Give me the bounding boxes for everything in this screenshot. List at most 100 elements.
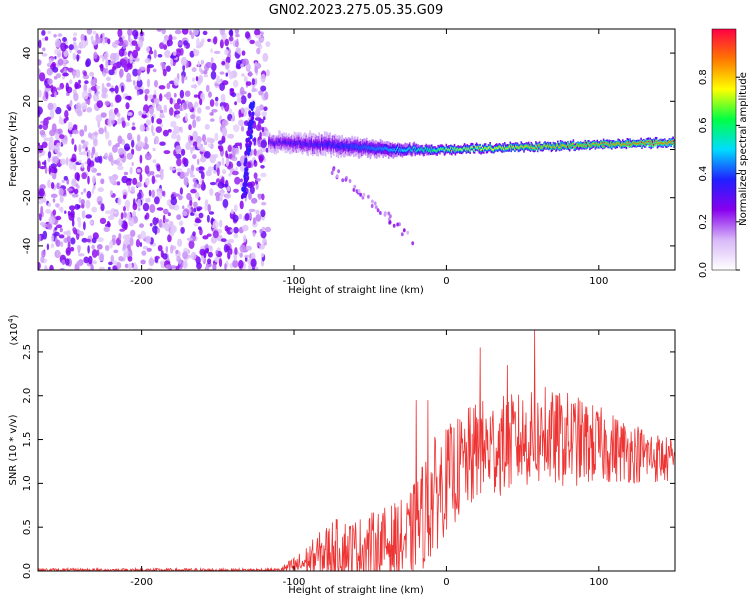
spectrogram-cell	[219, 71, 225, 75]
spectrogram-cell	[107, 139, 112, 147]
spectrogram-cell	[205, 106, 211, 110]
spectrogram-cell	[638, 142, 640, 145]
spectrogram-cell	[257, 120, 261, 130]
spectrogram-cell	[51, 234, 54, 243]
spectrogram-cell	[635, 143, 638, 145]
spectrogram-cell	[127, 132, 133, 141]
spectrogram-cell	[76, 109, 83, 117]
spectrogram-cell	[96, 90, 100, 95]
spectrogram-cell	[532, 147, 534, 149]
spectrogram-cell	[495, 147, 498, 149]
spectrogram-cell	[667, 141, 670, 144]
spectrogram-cell	[133, 198, 136, 206]
spectrogram-cell	[225, 62, 230, 70]
spectrogram-cell	[38, 160, 41, 169]
spectrogram-cell	[310, 143, 312, 147]
spectrogram-cell	[104, 245, 110, 251]
spectrogram-cell	[209, 181, 217, 186]
spectrogram-cell	[54, 91, 57, 98]
spectrogram-cell	[452, 149, 455, 151]
spectrogram-cell	[399, 149, 402, 153]
spectrogram-cell	[89, 71, 95, 77]
spectrogram-cell	[329, 141, 331, 146]
spectrogram-cell	[192, 145, 195, 151]
spectrogram-cell	[499, 145, 501, 148]
colorbar-tick-label: 0.0	[698, 262, 709, 278]
spectrogram-cell	[113, 249, 119, 254]
spectrogram-cell	[163, 44, 168, 50]
spectrogram-cell	[333, 144, 335, 148]
spectrogram-cell	[436, 150, 438, 153]
spectrogram-cell	[249, 134, 253, 140]
spectrogram-cell	[138, 110, 143, 116]
spectrogram-cell	[286, 141, 288, 146]
spectrogram-cell	[215, 250, 219, 255]
spectrogram-cell	[297, 142, 299, 146]
spectrogram-cell	[209, 99, 215, 107]
spectrogram-cell	[393, 148, 395, 151]
spectrogram-cell	[260, 165, 265, 169]
spectrogram-cell	[654, 143, 656, 145]
spectrogram-cell	[182, 64, 186, 72]
spectrogram-cell	[587, 142, 589, 145]
spectrogram-cell	[280, 142, 283, 146]
spectrogram-cell	[260, 139, 268, 149]
spectrogram-cell	[595, 142, 598, 145]
spectrogram-cell	[255, 106, 261, 114]
spectrogram-cell	[136, 91, 140, 96]
spectrogram-cell	[70, 237, 76, 245]
spectrogram-cell	[425, 147, 427, 150]
spectrogram-cell	[548, 144, 551, 146]
spectrogram-cell	[291, 141, 294, 146]
spectrogram-cell	[38, 106, 43, 115]
spectrogram-cell	[437, 149, 439, 151]
spectrogram-cell	[348, 179, 352, 183]
spectrogram-cell	[560, 145, 563, 148]
spectrogram-cell	[47, 151, 52, 159]
spectrogram-cell	[46, 67, 53, 76]
spectrogram-cell	[231, 156, 238, 162]
spectrogram-cell	[253, 148, 257, 156]
spectrogram-cell	[153, 97, 160, 105]
spectrogram-cell	[191, 67, 197, 73]
spectrogram-cell	[165, 65, 171, 72]
spectrogram-cell	[612, 143, 615, 145]
spectrogram-cell	[142, 110, 146, 115]
spectrogram-cell	[339, 145, 341, 150]
spectrogram-cell	[462, 147, 465, 149]
spectrogram-cell	[159, 141, 166, 146]
spectrogram-cell	[231, 92, 237, 98]
spectrogram-cell	[57, 52, 61, 58]
spectrogram-cell	[291, 140, 293, 145]
spectrogram-cell	[324, 143, 327, 148]
spectrogram-cell	[78, 159, 82, 164]
spectrogram-cell	[315, 142, 318, 146]
spectrogram-cell	[109, 190, 113, 196]
spectrogram-cell	[246, 147, 249, 152]
spectrogram-cell	[103, 52, 109, 61]
spectrogram-cell	[173, 125, 180, 135]
spectrogram-cell	[92, 260, 97, 265]
spectrogram-cell	[208, 91, 212, 98]
spectrogram-cell	[664, 142, 667, 144]
spectrogram-cell	[309, 140, 311, 144]
spectrogram-cell	[71, 178, 77, 187]
spectrogram-cell	[345, 143, 348, 148]
spectrogram-cell	[157, 104, 162, 112]
spectrogram-cell	[523, 147, 525, 149]
spectrogram-cell	[182, 251, 188, 260]
snr-frame	[37, 329, 676, 572]
spectrogram-cell	[82, 143, 87, 149]
spectrogram-cell	[395, 150, 397, 153]
spectrogram-cell	[299, 140, 301, 145]
spectrogram-cell	[48, 140, 53, 150]
spectrogram-cell	[460, 148, 462, 150]
spectrogram-cell	[215, 101, 219, 107]
spectrogram-cell	[617, 141, 619, 144]
spectrogram-cell	[38, 262, 41, 270]
spectrogram-cell	[575, 146, 577, 148]
spectrogram-cell	[100, 63, 104, 72]
spectrogram-cell	[538, 144, 541, 146]
spectrogram-cell	[147, 94, 153, 100]
spectrogram-cell	[608, 143, 610, 145]
